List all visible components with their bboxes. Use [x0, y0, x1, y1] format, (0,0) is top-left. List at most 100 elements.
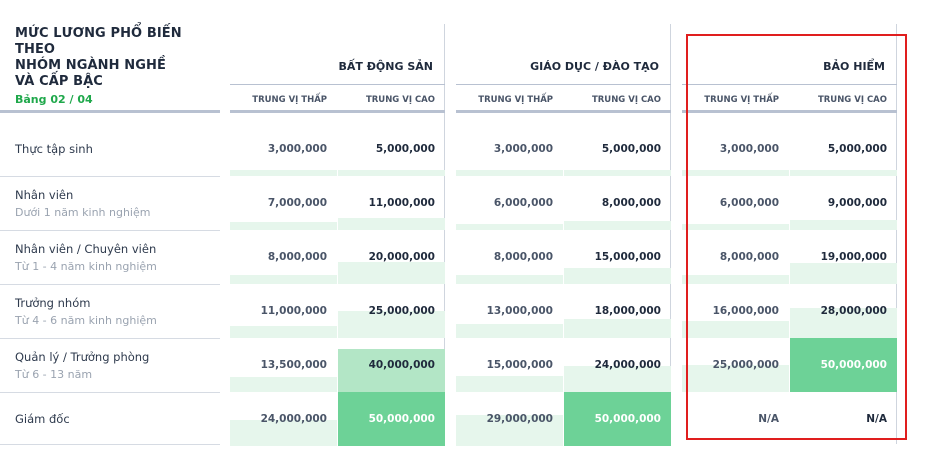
row-title: Nhân viên / Chuyên viên: [15, 242, 157, 256]
value-bar: [682, 170, 789, 176]
salary-cell-high: 40,000,000: [338, 338, 445, 392]
value-bar: [682, 275, 789, 284]
value-bar: [456, 376, 563, 392]
sector-header-divider: [682, 110, 897, 113]
value-bar: [456, 324, 563, 338]
sector-name-1: GIÁO DỤC / ĐÀO TẠO: [530, 60, 659, 73]
column-header-high: TRUNG VỊ CAO: [817, 95, 887, 105]
row-subtitle: Từ 4 - 6 năm kinh nghiệm: [15, 314, 157, 327]
salary-value: 24,000,000: [260, 413, 327, 425]
salary-value: 8,000,000: [493, 251, 553, 263]
salary-cell-low: 3,000,000: [456, 122, 563, 176]
value-bar: [790, 308, 897, 338]
row-title: Trưởng nhóm: [15, 296, 91, 310]
salary-cell-high: N/A: [790, 392, 897, 446]
salary-cell-high: 50,000,000: [790, 338, 897, 392]
row-label-3: Trưởng nhóm Từ 4 - 6 năm kinh nghiệm: [15, 296, 220, 327]
salary-value: 6,000,000: [719, 197, 779, 209]
salary-value: 25,000,000: [712, 359, 779, 371]
salary-value: 15,000,000: [486, 359, 553, 371]
salary-value: 40,000,000: [368, 359, 435, 371]
row-subtitle: Dưới 1 năm kinh nghiệm: [15, 206, 151, 219]
value-bar: [230, 170, 337, 176]
row-label-2: Nhân viên / Chuyên viên Từ 1 - 4 năm kinh…: [15, 242, 220, 273]
value-bar: [564, 319, 671, 338]
column-header-low: TRUNG VỊ THẤP: [704, 95, 779, 105]
salary-cell-low: 13,000,000: [456, 284, 563, 338]
column-separator: [670, 24, 671, 444]
column-header-high: TRUNG VỊ CAO: [591, 95, 661, 105]
salary-value: N/A: [758, 413, 779, 425]
salary-cell-low: 11,000,000: [230, 284, 337, 338]
value-bar: [682, 365, 789, 392]
salary-cell-low: 16,000,000: [682, 284, 789, 338]
page-title: MỨC LƯƠNG PHỔ BIẾN THEO NHÓM NGÀNH NGHỀ …: [15, 26, 225, 90]
row-separator: [0, 176, 220, 177]
value-bar: [564, 366, 671, 392]
salary-cell-high: 15,000,000: [564, 230, 671, 284]
salary-cell-high: 11,000,000: [338, 176, 445, 230]
sector-name-2: BẢO HIỂM: [823, 60, 885, 73]
row-separator: [0, 444, 220, 445]
salary-value: 8,000,000: [601, 197, 661, 209]
value-bar: [682, 224, 789, 230]
salary-cell-high: 5,000,000: [564, 122, 671, 176]
salary-cell-low: 7,000,000: [230, 176, 337, 230]
salary-value: 3,000,000: [267, 143, 327, 155]
column-separator: [896, 24, 897, 444]
salary-cell-high: 50,000,000: [338, 392, 445, 446]
sector-header-line: [682, 84, 897, 85]
salary-value: 8,000,000: [719, 251, 779, 263]
salary-cell-high: 25,000,000: [338, 284, 445, 338]
salary-value: 16,000,000: [712, 305, 779, 317]
value-bar: [564, 392, 671, 446]
column-header-high: TRUNG VỊ CAO: [365, 95, 435, 105]
salary-cell-low: 8,000,000: [682, 230, 789, 284]
value-bar: [230, 420, 337, 446]
salary-cell-low: 29,000,000: [456, 392, 563, 446]
value-bar: [564, 170, 671, 176]
salary-value: 15,000,000: [594, 251, 661, 263]
salary-value: 3,000,000: [719, 143, 779, 155]
salary-cell-low: 3,000,000: [230, 122, 337, 176]
salary-cell-high: 50,000,000: [564, 392, 671, 446]
salary-value: 13,500,000: [260, 359, 327, 371]
salary-cell-high: 5,000,000: [790, 122, 897, 176]
title-line-3: VÀ CẤP BẬC: [15, 74, 103, 89]
salary-value: 50,000,000: [368, 413, 435, 425]
salary-value: 5,000,000: [601, 143, 661, 155]
salary-cell-low: 13,500,000: [230, 338, 337, 392]
value-bar: [338, 311, 445, 338]
salary-value: 29,000,000: [486, 413, 553, 425]
row-label-5: Giám đốc: [15, 412, 220, 426]
row-title: Nhân viên: [15, 188, 74, 202]
header-divider: [0, 110, 220, 113]
value-bar: [790, 220, 897, 230]
salary-value: 5,000,000: [375, 143, 435, 155]
salary-value: 11,000,000: [368, 197, 435, 209]
row-separator: [0, 392, 220, 393]
salary-value: 25,000,000: [368, 305, 435, 317]
row-separator: [0, 284, 220, 285]
value-bar: [230, 222, 337, 230]
value-bar: [564, 268, 671, 284]
value-bar: [338, 218, 445, 230]
title-line-1: MỨC LƯƠNG PHỔ BIẾN THEO: [15, 26, 182, 57]
value-bar: [230, 275, 337, 284]
salary-value: 11,000,000: [260, 305, 327, 317]
salary-value: 28,000,000: [820, 305, 887, 317]
salary-value: 18,000,000: [594, 305, 661, 317]
value-bar: [338, 392, 445, 446]
value-bar: [338, 170, 445, 176]
salary-value: 50,000,000: [820, 359, 887, 371]
value-bar: [790, 263, 897, 284]
salary-cell-low: 3,000,000: [682, 122, 789, 176]
salary-value: 9,000,000: [827, 197, 887, 209]
row-label-4: Quản lý / Trưởng phòng Từ 6 - 13 năm: [15, 350, 220, 381]
value-bar: [338, 349, 445, 392]
salary-cell-low: 15,000,000: [456, 338, 563, 392]
salary-cell-low: 6,000,000: [682, 176, 789, 230]
salary-value: N/A: [866, 413, 887, 425]
value-bar: [790, 338, 897, 392]
salary-cell-low: 24,000,000: [230, 392, 337, 446]
